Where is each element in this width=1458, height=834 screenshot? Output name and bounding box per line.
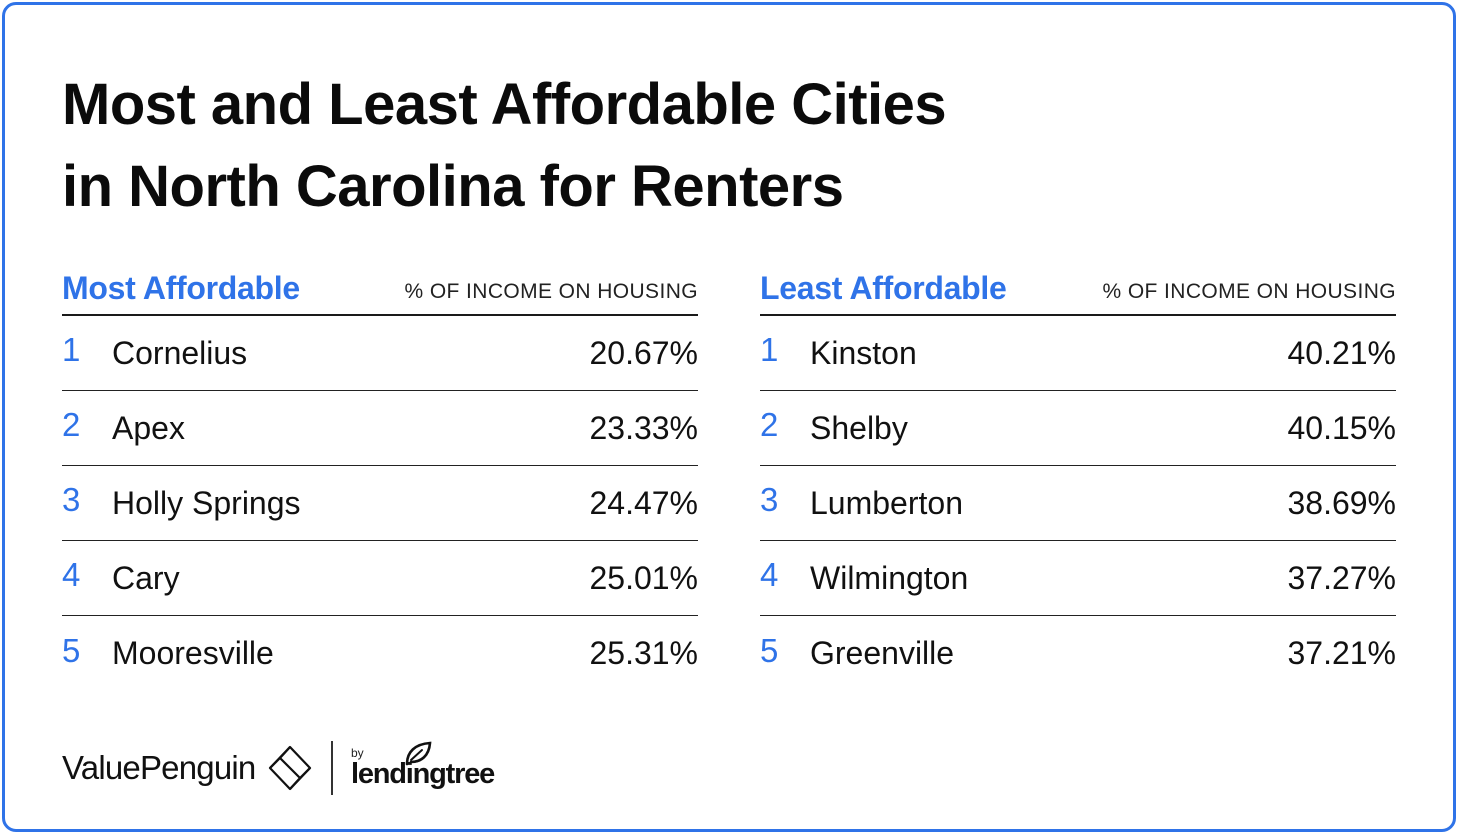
least-affordable-row: 1 Kinston 40.21%: [760, 316, 1396, 391]
least-affordable-row: 2 Shelby 40.15%: [760, 391, 1396, 466]
most-affordable-row: 2 Apex 23.33%: [62, 391, 698, 466]
most-affordable-percent: 20.67%: [589, 334, 698, 371]
least-affordable-city: Lumberton: [810, 484, 963, 521]
most-affordable-city: Cornelius: [112, 334, 248, 371]
least-affordable-rank: 1: [760, 331, 779, 368]
most-affordable-percent: 25.31%: [589, 635, 698, 671]
least-affordable-rank: 2: [760, 406, 779, 443]
most-affordable-city: Apex: [112, 409, 185, 446]
footer-logos: ValuePenguin by lendingtree: [62, 738, 511, 798]
logo-divider: [331, 741, 333, 795]
most-affordable-percent: 24.47%: [589, 484, 698, 521]
most-affordable-row: 1 Cornelius 20.67%: [62, 316, 698, 391]
least-affordable-city: Greenville: [810, 635, 955, 671]
least-affordable-header: Least Affordable % OF INCOME ON HOUSING: [760, 262, 1396, 316]
least-affordable-rank: 4: [760, 556, 779, 593]
most-affordable-rank: 4: [62, 556, 81, 593]
most-affordable-heading: Most Affordable: [62, 269, 300, 306]
least-affordable-percent: 40.15%: [1287, 409, 1396, 446]
most-affordable-city: Cary: [112, 559, 180, 596]
lendingtree-wordmark: lendingtree: [350, 758, 495, 790]
least-affordable-percent: 37.27%: [1287, 559, 1396, 596]
page-title: Most and Least Affordable Cities in Nort…: [62, 64, 1162, 228]
most-affordable-city: Holly Springs: [112, 484, 301, 521]
least-affordable-percent: 38.69%: [1287, 484, 1396, 521]
least-affordable-column-header: % OF INCOME ON HOUSING: [1102, 280, 1396, 303]
least-affordable-row: 5 Greenville 37.21%: [760, 616, 1396, 691]
most-affordable-row: 3 Holly Springs 24.47%: [62, 466, 698, 541]
most-affordable-percent: 23.33%: [589, 409, 698, 446]
most-affordable-row: 5 Mooresville 25.31%: [62, 616, 698, 691]
most-affordable-column-header: % OF INCOME ON HOUSING: [404, 280, 698, 303]
valuepenguin-wordmark: ValuePenguin: [62, 749, 256, 786]
least-affordable-row: 3 Lumberton 38.69%: [760, 466, 1396, 541]
least-affordable-rows: 1 Kinston 40.21% 2 Shelby 40.15% 3 Lumberton 38.…: [760, 316, 1396, 691]
least-affordable-percent: 37.21%: [1287, 635, 1396, 671]
least-affordable-city: Shelby: [810, 409, 908, 446]
most-affordable-city: Mooresville: [112, 635, 274, 671]
most-affordable-header: Most Affordable % OF INCOME ON HOUSING: [62, 262, 698, 316]
least-affordable-city: Wilmington: [810, 559, 969, 596]
least-affordable-rank: 3: [760, 481, 779, 518]
most-affordable-percent: 25.01%: [589, 559, 698, 596]
valuepenguin-logo-icon: [269, 745, 312, 791]
least-affordable-percent: 40.21%: [1287, 334, 1396, 371]
most-affordable-row: 4 Cary 25.01%: [62, 541, 698, 616]
least-affordable-rank: 5: [760, 631, 779, 669]
title-line-1: Most and Least Affordable Cities: [62, 72, 947, 137]
least-affordable-city: Kinston: [810, 334, 917, 371]
lendingtree-leaf-icon: [405, 741, 432, 766]
least-affordable-row: 4 Wilmington 37.27%: [760, 541, 1396, 616]
most-affordable-rank: 5: [62, 631, 81, 669]
lendingtree-by-label: by: [350, 746, 364, 760]
lendingtree-logo: by lendingtree: [351, 740, 511, 796]
least-affordable-heading: Least Affordable: [760, 269, 1007, 306]
most-affordable-rank: 3: [62, 481, 81, 518]
title-line-2: in North Carolina for Renters: [62, 154, 844, 219]
most-affordable-table: Most Affordable % OF INCOME ON HOUSING 1…: [62, 262, 698, 691]
least-affordable-table: Least Affordable % OF INCOME ON HOUSING …: [760, 262, 1396, 691]
most-affordable-rank: 2: [62, 406, 81, 443]
most-affordable-rank: 1: [62, 331, 81, 368]
most-affordable-rows: 1 Cornelius 20.67% 2 Apex 23.33% 3 Holly Spring…: [62, 316, 698, 691]
